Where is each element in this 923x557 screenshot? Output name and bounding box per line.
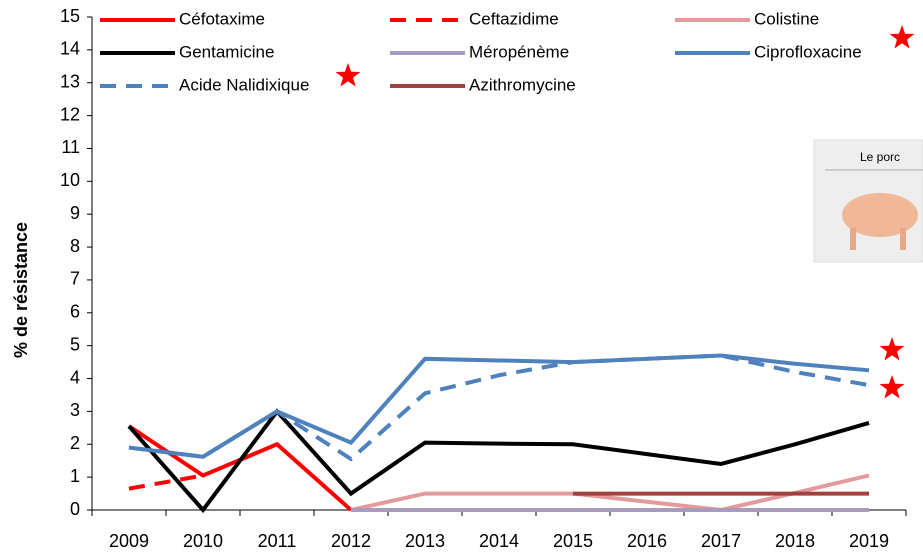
x-tick-label: 2012 (331, 531, 371, 551)
series-line (127, 408, 870, 514)
series-line (128, 353, 870, 462)
legend-label: Céfotaxime (179, 9, 265, 28)
x-tick-label: 2019 (849, 531, 889, 551)
x-tick-label: 2017 (701, 531, 741, 551)
y-tick-label: 0 (70, 499, 80, 519)
y-tick-label: 1 (70, 466, 80, 486)
y-tick-label: 13 (60, 71, 80, 91)
x-tick-label: 2011 (258, 531, 297, 551)
star (889, 25, 915, 49)
image-label: Le porc (860, 150, 900, 164)
y-tick-label: 6 (70, 302, 80, 322)
y-tick-label: 11 (61, 137, 80, 157)
y-tick-label: 10 (60, 170, 80, 190)
pig-image: Le porc (813, 139, 923, 263)
y-tick-label: 7 (70, 269, 80, 289)
x-tick-label: 2018 (775, 531, 815, 551)
y-axis-label: % de résistance (11, 222, 31, 358)
legend-label: Gentamicine (179, 42, 274, 61)
legend-label: Méropénème (469, 42, 569, 61)
x-tick-label: 2016 (627, 531, 667, 551)
series-line (350, 473, 870, 513)
x-tick-label: 2013 (405, 531, 445, 551)
y-tick-label: 14 (60, 39, 80, 59)
y-tick-label: 2 (70, 433, 80, 453)
star (879, 337, 905, 361)
star (879, 375, 905, 399)
legend-label: Ciprofloxacine (754, 42, 862, 61)
y-tick-label: 12 (60, 104, 80, 124)
legend-label: Acide Nalidixique (179, 75, 309, 94)
series-line (128, 353, 870, 459)
x-tick-label: 2014 (479, 531, 519, 551)
series-line (128, 473, 204, 491)
y-tick-label: 9 (70, 203, 80, 223)
y-tick-label: 15 (60, 6, 80, 26)
y-tick-label: 4 (70, 367, 80, 387)
x-tick-label: 2010 (183, 531, 223, 551)
legend-label: Azithromycine (469, 75, 576, 94)
legend-label: Colistine (754, 9, 819, 28)
legend-label: Ceftazidime (469, 9, 559, 28)
y-tick-label: 5 (70, 334, 80, 354)
star (335, 63, 361, 87)
y-tick-label: 8 (70, 236, 80, 256)
x-tick-label: 2015 (553, 531, 593, 551)
y-tick-label: 3 (70, 400, 80, 420)
x-tick-label: 2009 (109, 531, 149, 551)
